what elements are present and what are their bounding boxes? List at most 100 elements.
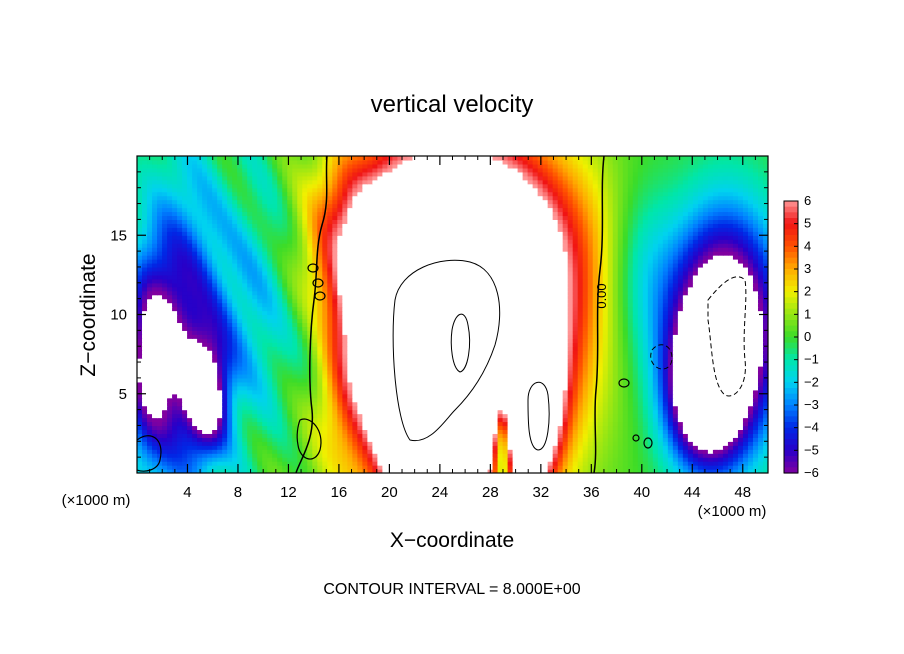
field-cell [697,397,704,403]
field-cell [192,421,198,427]
field-cell [387,318,394,324]
field-cell [172,393,178,399]
field-cell [642,354,649,359]
field-cell [672,381,679,387]
field-cell [667,461,674,466]
field-cell [362,389,368,395]
field-cell [427,385,434,391]
field-cell [697,385,704,391]
field-cell [317,457,323,462]
field-cell [177,413,183,419]
field-cell [447,449,454,454]
field-cell [732,433,739,438]
field-cell [372,346,378,351]
field-cell [382,441,388,446]
field-cell [162,397,168,403]
field-cell [567,445,574,450]
field-cell [717,425,724,431]
field-cell [407,469,414,473]
field-cell [537,354,544,359]
field-cell [187,437,193,442]
field-cell [667,429,674,434]
field-cell [187,429,193,434]
field-cell [427,338,434,343]
field-cell [427,449,434,454]
field-cell [322,358,328,363]
field-cell [422,449,429,454]
field-cell [237,417,243,423]
field-cell [287,397,293,403]
field-cell [442,417,449,423]
field-cell [277,397,283,403]
field-cell [737,433,744,438]
field-cell [542,366,549,371]
field-cell [762,362,768,367]
field-cell [672,429,679,434]
field-cell [222,322,228,327]
field-cell [717,362,724,367]
field-cell [742,469,749,473]
field-cell [292,389,298,395]
field-cell [727,397,734,403]
field-cell [502,425,509,431]
field-cell [192,437,198,442]
field-cell [327,354,333,359]
field-cell [337,457,343,462]
field-cell [572,437,579,442]
field-cell [537,330,544,335]
field-cell [142,449,148,454]
field-cell [607,318,614,324]
field-cell [377,413,383,419]
field-cell [312,461,318,466]
field-cell [542,457,549,462]
field-cell [757,413,764,419]
field-cell [362,445,368,450]
field-cell [237,338,243,343]
field-cell [242,465,248,470]
field-cell [567,350,574,355]
field-cell [302,457,308,462]
field-cell [652,330,659,335]
field-cell [182,465,188,470]
field-cell [517,362,524,367]
field-cell [707,369,714,375]
field-cell [312,465,318,470]
field-cell [757,405,764,411]
field-cell [422,461,429,466]
field-cell [527,342,534,347]
field-cell [232,429,238,434]
field-cell [612,401,619,407]
field-cell [422,437,429,442]
field-cell [492,445,499,450]
field-cell [532,362,539,367]
field-cell [492,461,499,466]
field-cell [317,405,323,411]
field-cell [347,369,353,375]
field-cell [477,441,484,446]
field-cell [662,429,669,434]
field-cell [237,465,243,470]
field-cell [432,358,439,363]
field-cell [502,457,509,462]
field-cell [357,453,363,458]
field-cell [287,377,293,383]
field-cell [372,457,378,462]
field-cell [482,314,489,320]
field-cell [702,322,709,327]
field-cell [212,449,218,454]
field-cell [302,377,308,383]
field-cell [317,377,323,383]
field-cell [627,461,634,466]
field-cell [377,465,383,470]
field-cell [417,461,424,466]
field-cell [267,457,273,462]
field-cell [687,358,694,363]
field-cell [207,397,213,403]
field-cell [432,445,439,450]
field-cell [477,429,484,434]
field-cell [732,449,739,454]
field-cell [717,369,724,375]
field-cell [707,405,714,411]
field-cell [157,449,163,454]
field-cell [647,369,654,375]
